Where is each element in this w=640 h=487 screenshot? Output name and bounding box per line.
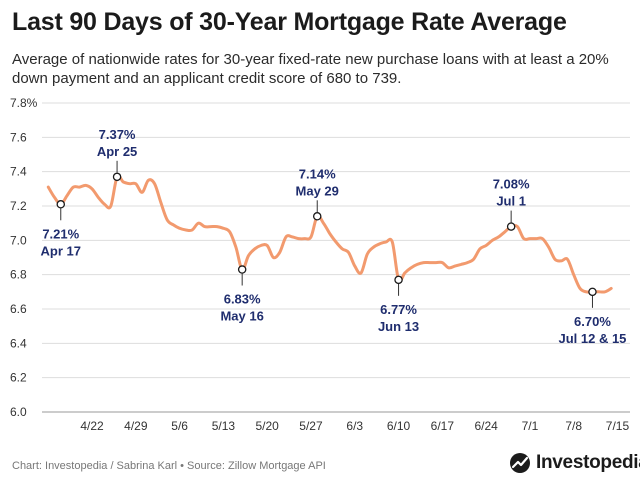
investopedia-logo: Investopedia <box>509 452 640 474</box>
series-line <box>46 174 613 294</box>
x-tick-label: 7/15 <box>606 419 630 433</box>
x-tick-label: 7/1 <box>522 419 539 433</box>
x-tick-label: 6/24 <box>474 419 498 433</box>
annotation-value: 6.83% <box>224 292 261 307</box>
y-tick-label: 6.8 <box>10 268 27 282</box>
annotation-date: Apr 25 <box>97 144 137 159</box>
x-tick-label: 6/10 <box>387 419 411 433</box>
annotation-value: 6.77% <box>380 302 417 317</box>
annotation-marker <box>506 222 516 231</box>
x-tick-label: 5/20 <box>256 419 280 433</box>
x-tick-label: 6/3 <box>346 419 363 433</box>
annotation-date: May 16 <box>220 309 263 324</box>
x-axis-ticks: 4/22 4/29 5/6 5/13 5/20 5/27 6/3 6/10 6/17 6/24 7/… <box>80 419 629 433</box>
annotation-marker <box>312 212 322 221</box>
x-tick-label: 4/22 <box>80 419 104 433</box>
annotation-date: May 29 <box>296 183 339 198</box>
chart-title: Last 90 Days of 30-Year Mortgage Rate Av… <box>12 8 567 36</box>
x-tick-label: 5/13 <box>212 419 236 433</box>
y-tick-label: 7.2 <box>10 199 27 213</box>
gridlines <box>42 102 630 413</box>
y-tick-label: 7.8% <box>10 96 38 110</box>
x-tick-label: 6/17 <box>431 419 455 433</box>
brand-name: Investopedia <box>536 452 640 473</box>
annotation-value: 7.37% <box>99 127 136 142</box>
y-tick-label: 6.2 <box>10 371 27 385</box>
x-tick-label: 7/8 <box>565 419 582 433</box>
y-axis-ticks: 6.0 6.2 6.4 6.6 6.8 7.0 7.2 7.4 7.6 7.8% <box>10 96 38 419</box>
investopedia-logo-icon <box>510 453 530 473</box>
annotations: 7.21% Apr 17 7.37% Apr 25 6.83% May 16 7.14% Ma… <box>41 127 627 346</box>
annotation-date: Apr 17 <box>41 243 81 258</box>
annotation-marker <box>56 200 66 209</box>
annotation-marker <box>237 265 247 274</box>
annotation-marker <box>112 172 122 182</box>
y-tick-label: 6.0 <box>10 405 27 419</box>
y-tick-label: 6.6 <box>10 302 27 316</box>
y-tick-label: 6.4 <box>10 336 27 350</box>
annotation-value: 7.21% <box>42 226 79 241</box>
y-tick-label: 7.4 <box>10 165 27 179</box>
annotation-date: Jun 13 <box>378 319 419 334</box>
y-tick-label: 7.0 <box>10 233 27 247</box>
source-credit: Chart: Investopedia / Sabrina Karl • Sou… <box>12 460 326 472</box>
annotation-marker <box>588 287 597 297</box>
x-tick-label: 5/6 <box>171 419 188 433</box>
annotation-date: Jul 12 & 15 <box>558 331 626 346</box>
x-tick-label: 4/29 <box>124 419 148 433</box>
annotation-date: Jul 1 <box>496 194 526 209</box>
annotation-value: 7.08% <box>493 177 530 192</box>
chart-subtitle: Average of nationwide rates for 30-year … <box>12 51 609 87</box>
annotation-marker <box>394 275 403 285</box>
x-tick-label: 5/27 <box>299 419 323 433</box>
y-tick-label: 7.6 <box>10 130 27 144</box>
annotation-value: 7.14% <box>299 166 336 181</box>
annotation-value: 6.70% <box>574 314 611 329</box>
